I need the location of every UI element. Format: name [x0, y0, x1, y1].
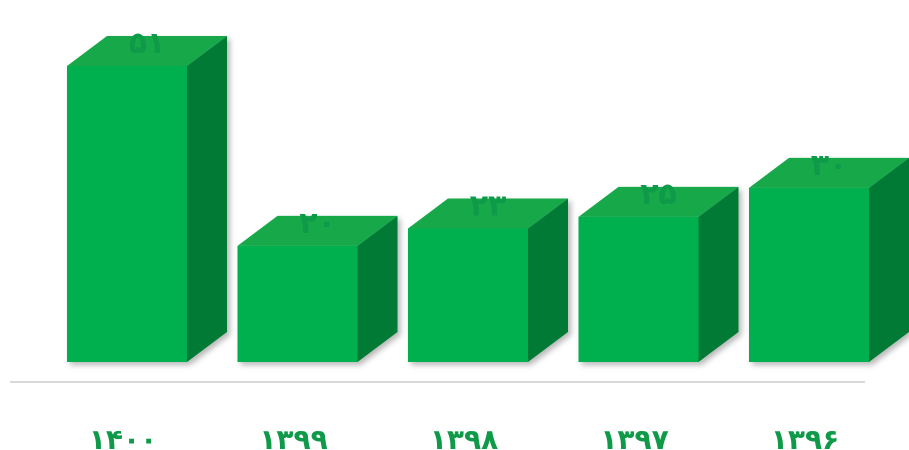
bar: [67, 36, 227, 362]
bar: [578, 186, 739, 362]
bar-top-face: [408, 198, 568, 229]
bar-front-face: [749, 187, 869, 362]
data-label: ۲۰: [299, 206, 336, 241]
bar-top-face: [578, 186, 739, 217]
bar-top-face: [237, 215, 398, 246]
bar: [749, 157, 909, 362]
x-tick-label: ۱۴۰۰: [89, 423, 157, 450]
bar-top-face: [67, 36, 227, 66]
x-tick-label: ۱۳۹۷: [600, 423, 668, 450]
data-label: ۲۳: [470, 189, 507, 224]
bar-side-face: [528, 198, 568, 362]
bar-side-face: [869, 157, 909, 362]
data-label: ۲۵: [640, 177, 677, 212]
bar-front-face: [237, 245, 358, 362]
bar-top-face: [749, 157, 909, 188]
bar-front-face: [578, 216, 699, 362]
bar-side-face: [357, 215, 398, 362]
data-label: ۵۱: [129, 26, 166, 61]
bar: [237, 215, 398, 362]
bar: [408, 198, 568, 362]
data-label: ۳۰: [811, 148, 848, 183]
x-tick-label: ۱۳۹۶: [771, 423, 839, 450]
x-tick-label: ۱۳۹۹: [259, 423, 327, 450]
bar-front-face: [408, 228, 528, 362]
bar-side-face: [187, 36, 227, 362]
bar-front-face: [67, 66, 187, 362]
x-tick-label: ۱۳۹۸: [430, 423, 498, 450]
bar-side-face: [698, 186, 739, 362]
